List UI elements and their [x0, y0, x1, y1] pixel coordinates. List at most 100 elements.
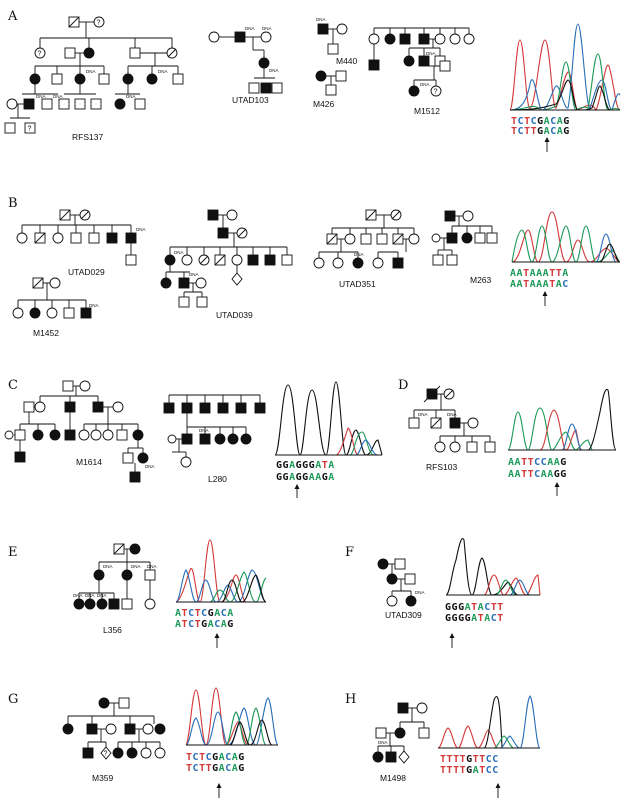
seq-g-bottom: TCTTGACAG [186, 763, 245, 774]
family-label-utad309: UTAD309 [385, 610, 422, 620]
seq-a-top: TCTCGACAG [511, 116, 570, 127]
seq-g-top: TCTCGACAG [186, 752, 245, 763]
svg-text:DNA: DNA [145, 464, 155, 469]
pedigree-l280: DNA L280 [163, 394, 266, 484]
panel-letter-g: G [8, 692, 18, 707]
svg-text:DNA: DNA [262, 26, 272, 31]
chromatogram-f: GGGATACTT GGGGATACT [445, 538, 541, 648]
panel-letter-b: B [8, 196, 18, 211]
panel-letter-a: A [7, 9, 18, 24]
pedigree-m1512: DNA DNA ? M1512 [368, 27, 475, 116]
svg-text:?: ? [28, 126, 32, 133]
svg-text:?: ? [104, 751, 108, 758]
family-label-utad039: UTAD039 [216, 310, 253, 320]
family-label-m1452: M1452 [33, 328, 59, 338]
pedigree-rfs103: DNA DNA RFS103 [408, 385, 496, 472]
pedigree-l356: DNA DNA DNA DNA DNA DNA L356 [73, 543, 157, 635]
family-label-utad103: UTAD103 [232, 95, 269, 105]
svg-text:DNA: DNA [126, 94, 136, 99]
svg-text:DNA: DNA [136, 227, 146, 232]
chromatogram-h: TTTTGTTCC TTTTGATCC [437, 695, 541, 798]
seq-f-bottom: GGGGATACT [445, 613, 504, 624]
chromatogram-d: AATTCCAAG AATTCAAGG [507, 388, 617, 496]
pedigree-m1452: DNA M1452 [12, 277, 99, 338]
svg-text:DNA: DNA [378, 740, 388, 745]
svg-text:DNA: DNA [131, 564, 141, 569]
pedigree-m440: DNA M440 [316, 17, 358, 66]
panel-letter-f: F [345, 545, 354, 560]
svg-text:DNA: DNA [36, 94, 46, 99]
seq-e-top: ATCTCGACA [175, 608, 234, 619]
chromatogram-b: AATAAATTA AATAAATAC [510, 211, 621, 306]
svg-text:DNA: DNA [245, 26, 255, 31]
seq-d-top: AATTCCAAG [508, 457, 567, 468]
family-label-m1498: M1498 [380, 773, 406, 783]
svg-text:DNA: DNA [89, 303, 99, 308]
seq-f-top: GGGATACTT [445, 602, 504, 613]
svg-text:DNA: DNA [354, 252, 364, 257]
family-label-m426: M426 [313, 99, 335, 109]
seq-h-bottom: TTTTGATCC [440, 765, 499, 776]
family-label-utad029: UTAD029 [68, 267, 105, 277]
svg-text:DNA: DNA [418, 412, 428, 417]
pedigree-rfs137: ? ? DNA DNA [4, 16, 184, 142]
svg-text:DNA: DNA [147, 564, 157, 569]
seq-a-bottom: TCTTGACAG [511, 126, 570, 137]
pedigree-m426: M426 [313, 70, 347, 109]
chromatogram-c: GGAGGGATA GGAGGAAGA [274, 381, 383, 498]
svg-text:DNA: DNA [97, 593, 107, 598]
svg-text:DNA: DNA [269, 68, 279, 73]
svg-text:DNA: DNA [174, 250, 184, 255]
seq-h-top: TTTTGTTCC [440, 754, 499, 765]
family-label-rfs103: RFS103 [426, 462, 457, 472]
svg-text:DNA: DNA [85, 593, 95, 598]
chromatogram-e: ATCTCGACA ATCTGACAG [175, 539, 267, 648]
family-label-l356: L356 [103, 625, 122, 635]
family-label-l280: L280 [208, 474, 227, 484]
svg-text:DNA: DNA [73, 593, 83, 598]
seq-b-top: AATAAATTA [510, 268, 569, 279]
svg-text:DNA: DNA [103, 564, 113, 569]
family-label-m1614: M1614 [76, 457, 102, 467]
pedigree-m359: ? M359 [62, 697, 166, 783]
svg-text:DNA: DNA [420, 82, 430, 87]
pedigree-utad351: DNA UTAD351 [313, 209, 420, 289]
pedigree-utad309: DNA UTAD309 [377, 558, 425, 620]
pedigree-m1614: DNA M1614 [4, 380, 155, 483]
panel-letter-c: C [8, 378, 18, 393]
seq-e-bottom: ATCTGACAG [175, 619, 234, 630]
pedigree-utad103: DNA DNA DNA UTAD103 [208, 26, 283, 105]
svg-text:?: ? [38, 51, 42, 58]
seq-c-top: GGAGGGATA [276, 460, 335, 471]
pedigree-m1498: DNA M1498 [372, 702, 430, 783]
seq-d-bottom: AATTCAAGG [508, 469, 567, 480]
pedigree-m263: M263 [431, 210, 498, 285]
chromatogram-a: TCTCGACAG TCTTGACAG [509, 23, 621, 152]
svg-text:?: ? [97, 20, 101, 27]
svg-text:DNA: DNA [199, 428, 209, 433]
panel-letter-e: E [8, 545, 18, 560]
family-label-m440: M440 [336, 56, 358, 66]
pedigree-utad039: DNA DNA UTAD039 [160, 209, 293, 320]
svg-text:?: ? [434, 89, 438, 96]
family-label-m359: M359 [92, 773, 114, 783]
svg-text:DNA: DNA [158, 69, 168, 74]
chromatogram-g: TCTCGACAG TCTTGACAG [185, 687, 279, 798]
family-label-utad351: UTAD351 [339, 279, 376, 289]
seq-b-bottom: AATAAATAC [510, 279, 569, 290]
svg-text:DNA: DNA [86, 69, 96, 74]
pedigree-utad029: DNA UTAD029 [16, 209, 146, 277]
svg-text:DNA: DNA [426, 51, 436, 56]
svg-text:DNA: DNA [189, 272, 199, 277]
svg-text:DNA: DNA [53, 94, 63, 99]
svg-text:DNA: DNA [316, 17, 326, 22]
family-label-m263: M263 [470, 275, 492, 285]
seq-c-bottom: GGAGGAAGA [276, 472, 335, 483]
panel-letter-h: H [345, 692, 356, 707]
svg-text:DNA: DNA [415, 590, 425, 595]
panel-letter-d: D [398, 378, 408, 393]
family-label-rfs137: RFS137 [72, 132, 103, 142]
family-label-m1512: M1512 [414, 106, 440, 116]
svg-text:DNA: DNA [447, 412, 457, 417]
